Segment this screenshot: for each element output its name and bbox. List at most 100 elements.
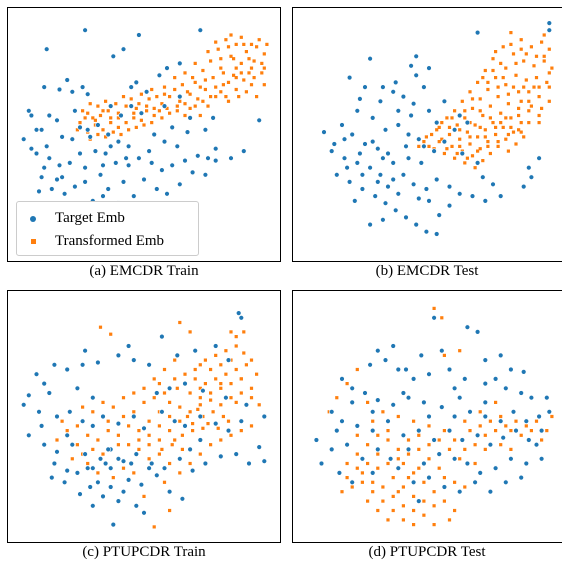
target-emb-point: [64, 467, 70, 474]
transformed-emb-point: [249, 66, 254, 70]
caption: (c) PTUPCDR Train: [82, 544, 206, 560]
target-emb-point: [369, 138, 376, 145]
transformed-emb-point: [478, 97, 482, 101]
transformed-emb-point: [386, 429, 390, 433]
transformed-emb-point: [519, 47, 523, 51]
transformed-emb-point: [255, 95, 259, 99]
transformed-emb-point: [412, 494, 416, 498]
target-emb-point: [161, 103, 168, 109]
transformed-emb-point: [234, 400, 238, 404]
target-emb-point: [197, 437, 204, 443]
target-emb-point: [174, 143, 181, 150]
target-emb-point: [120, 489, 127, 495]
transformed-emb-point: [55, 438, 59, 442]
target-emb-point: [261, 458, 267, 464]
transformed-emb-point: [422, 499, 426, 503]
transformed-emb-point: [219, 386, 223, 390]
target-emb-point: [400, 93, 407, 100]
transformed-emb-point: [442, 499, 446, 503]
transformed-emb-point: [178, 320, 182, 325]
target-emb-point: [182, 157, 188, 164]
target-emb-point: [446, 183, 453, 190]
target-emb-point: [192, 347, 198, 354]
target-emb-point: [189, 467, 196, 474]
transformed-emb-point: [137, 429, 141, 433]
target-emb-point: [508, 456, 514, 462]
target-emb-point: [128, 84, 134, 90]
transformed-emb-point: [96, 132, 100, 137]
transformed-emb-point: [152, 106, 156, 110]
scatter-plot-emcdr-test: [321, 20, 554, 237]
transformed-emb-point: [121, 466, 126, 470]
target-emb-point: [74, 385, 81, 392]
transformed-emb-point: [499, 111, 503, 115]
target-emb-point: [141, 176, 147, 183]
target-emb-point: [223, 394, 229, 401]
transformed-emb-point: [381, 410, 385, 414]
target-emb-point: [346, 179, 353, 185]
transformed-emb-point: [494, 400, 498, 404]
target-emb-point: [480, 174, 486, 180]
transformed-emb-point: [224, 38, 228, 42]
transformed-emb-point: [219, 403, 223, 407]
transformed-emb-point: [75, 424, 79, 428]
transformed-emb-point: [183, 71, 187, 75]
transformed-emb-point: [440, 137, 444, 141]
transformed-emb-point: [522, 85, 526, 89]
transformed-emb-point: [96, 471, 100, 475]
target-emb-point: [400, 172, 407, 178]
transformed-emb-point: [499, 61, 503, 65]
transformed-emb-point: [519, 433, 523, 437]
transformed-emb-point: [75, 443, 79, 447]
target-emb-point: [213, 146, 219, 152]
target-emb-point: [359, 456, 366, 462]
transformed-emb-point: [106, 419, 110, 423]
transformed-emb-point: [517, 106, 521, 110]
transformed-emb-point: [432, 306, 436, 310]
transformed-emb-point: [127, 424, 131, 428]
transformed-emb-point: [442, 429, 446, 433]
target-emb-point: [38, 174, 45, 180]
transformed-emb-point: [232, 73, 236, 77]
transformed-emb-point: [422, 480, 426, 484]
target-emb-point: [462, 376, 468, 382]
transformed-emb-point: [249, 396, 254, 400]
plot-area: Target Emb Transformed Emb: [7, 7, 281, 262]
transformed-emb-point: [537, 85, 541, 89]
target-emb-point: [218, 453, 224, 460]
transformed-emb-point: [178, 419, 182, 423]
transformed-emb-point: [427, 457, 431, 461]
target-emb-point: [49, 186, 55, 192]
transformed-emb-point: [427, 424, 431, 428]
transformed-emb-point: [203, 382, 207, 386]
target-emb-point: [464, 460, 471, 467]
transformed-emb-point: [424, 135, 428, 139]
transformed-emb-point: [458, 349, 462, 353]
target-emb-point: [426, 198, 432, 204]
transformed-emb-point: [160, 447, 164, 451]
transformed-emb-point: [139, 118, 143, 122]
transformed-emb-point: [481, 76, 485, 80]
transformed-emb-point: [234, 76, 238, 80]
target-emb-point: [136, 155, 142, 161]
transformed-emb-point: [545, 429, 549, 433]
transformed-emb-point: [109, 332, 113, 336]
transformed-emb-point: [162, 92, 167, 96]
transformed-emb-point: [468, 135, 472, 139]
target-emb-point: [77, 491, 83, 497]
target-emb-point: [100, 413, 106, 420]
target-emb-point: [413, 72, 419, 79]
plot-area: [7, 290, 281, 543]
target-emb-point: [328, 148, 335, 154]
transformed-emb-point: [494, 125, 498, 129]
transformed-emb-point: [173, 76, 177, 80]
target-emb-point: [413, 221, 419, 228]
transformed-emb-point: [88, 102, 92, 106]
transformed-emb-point: [147, 97, 151, 101]
transformed-emb-point: [447, 125, 452, 129]
target-emb-point: [82, 451, 88, 457]
transformed-emb-point: [121, 95, 126, 99]
target-emb-point: [243, 402, 250, 408]
target-emb-point: [457, 489, 463, 495]
target-emb-point: [405, 394, 412, 401]
